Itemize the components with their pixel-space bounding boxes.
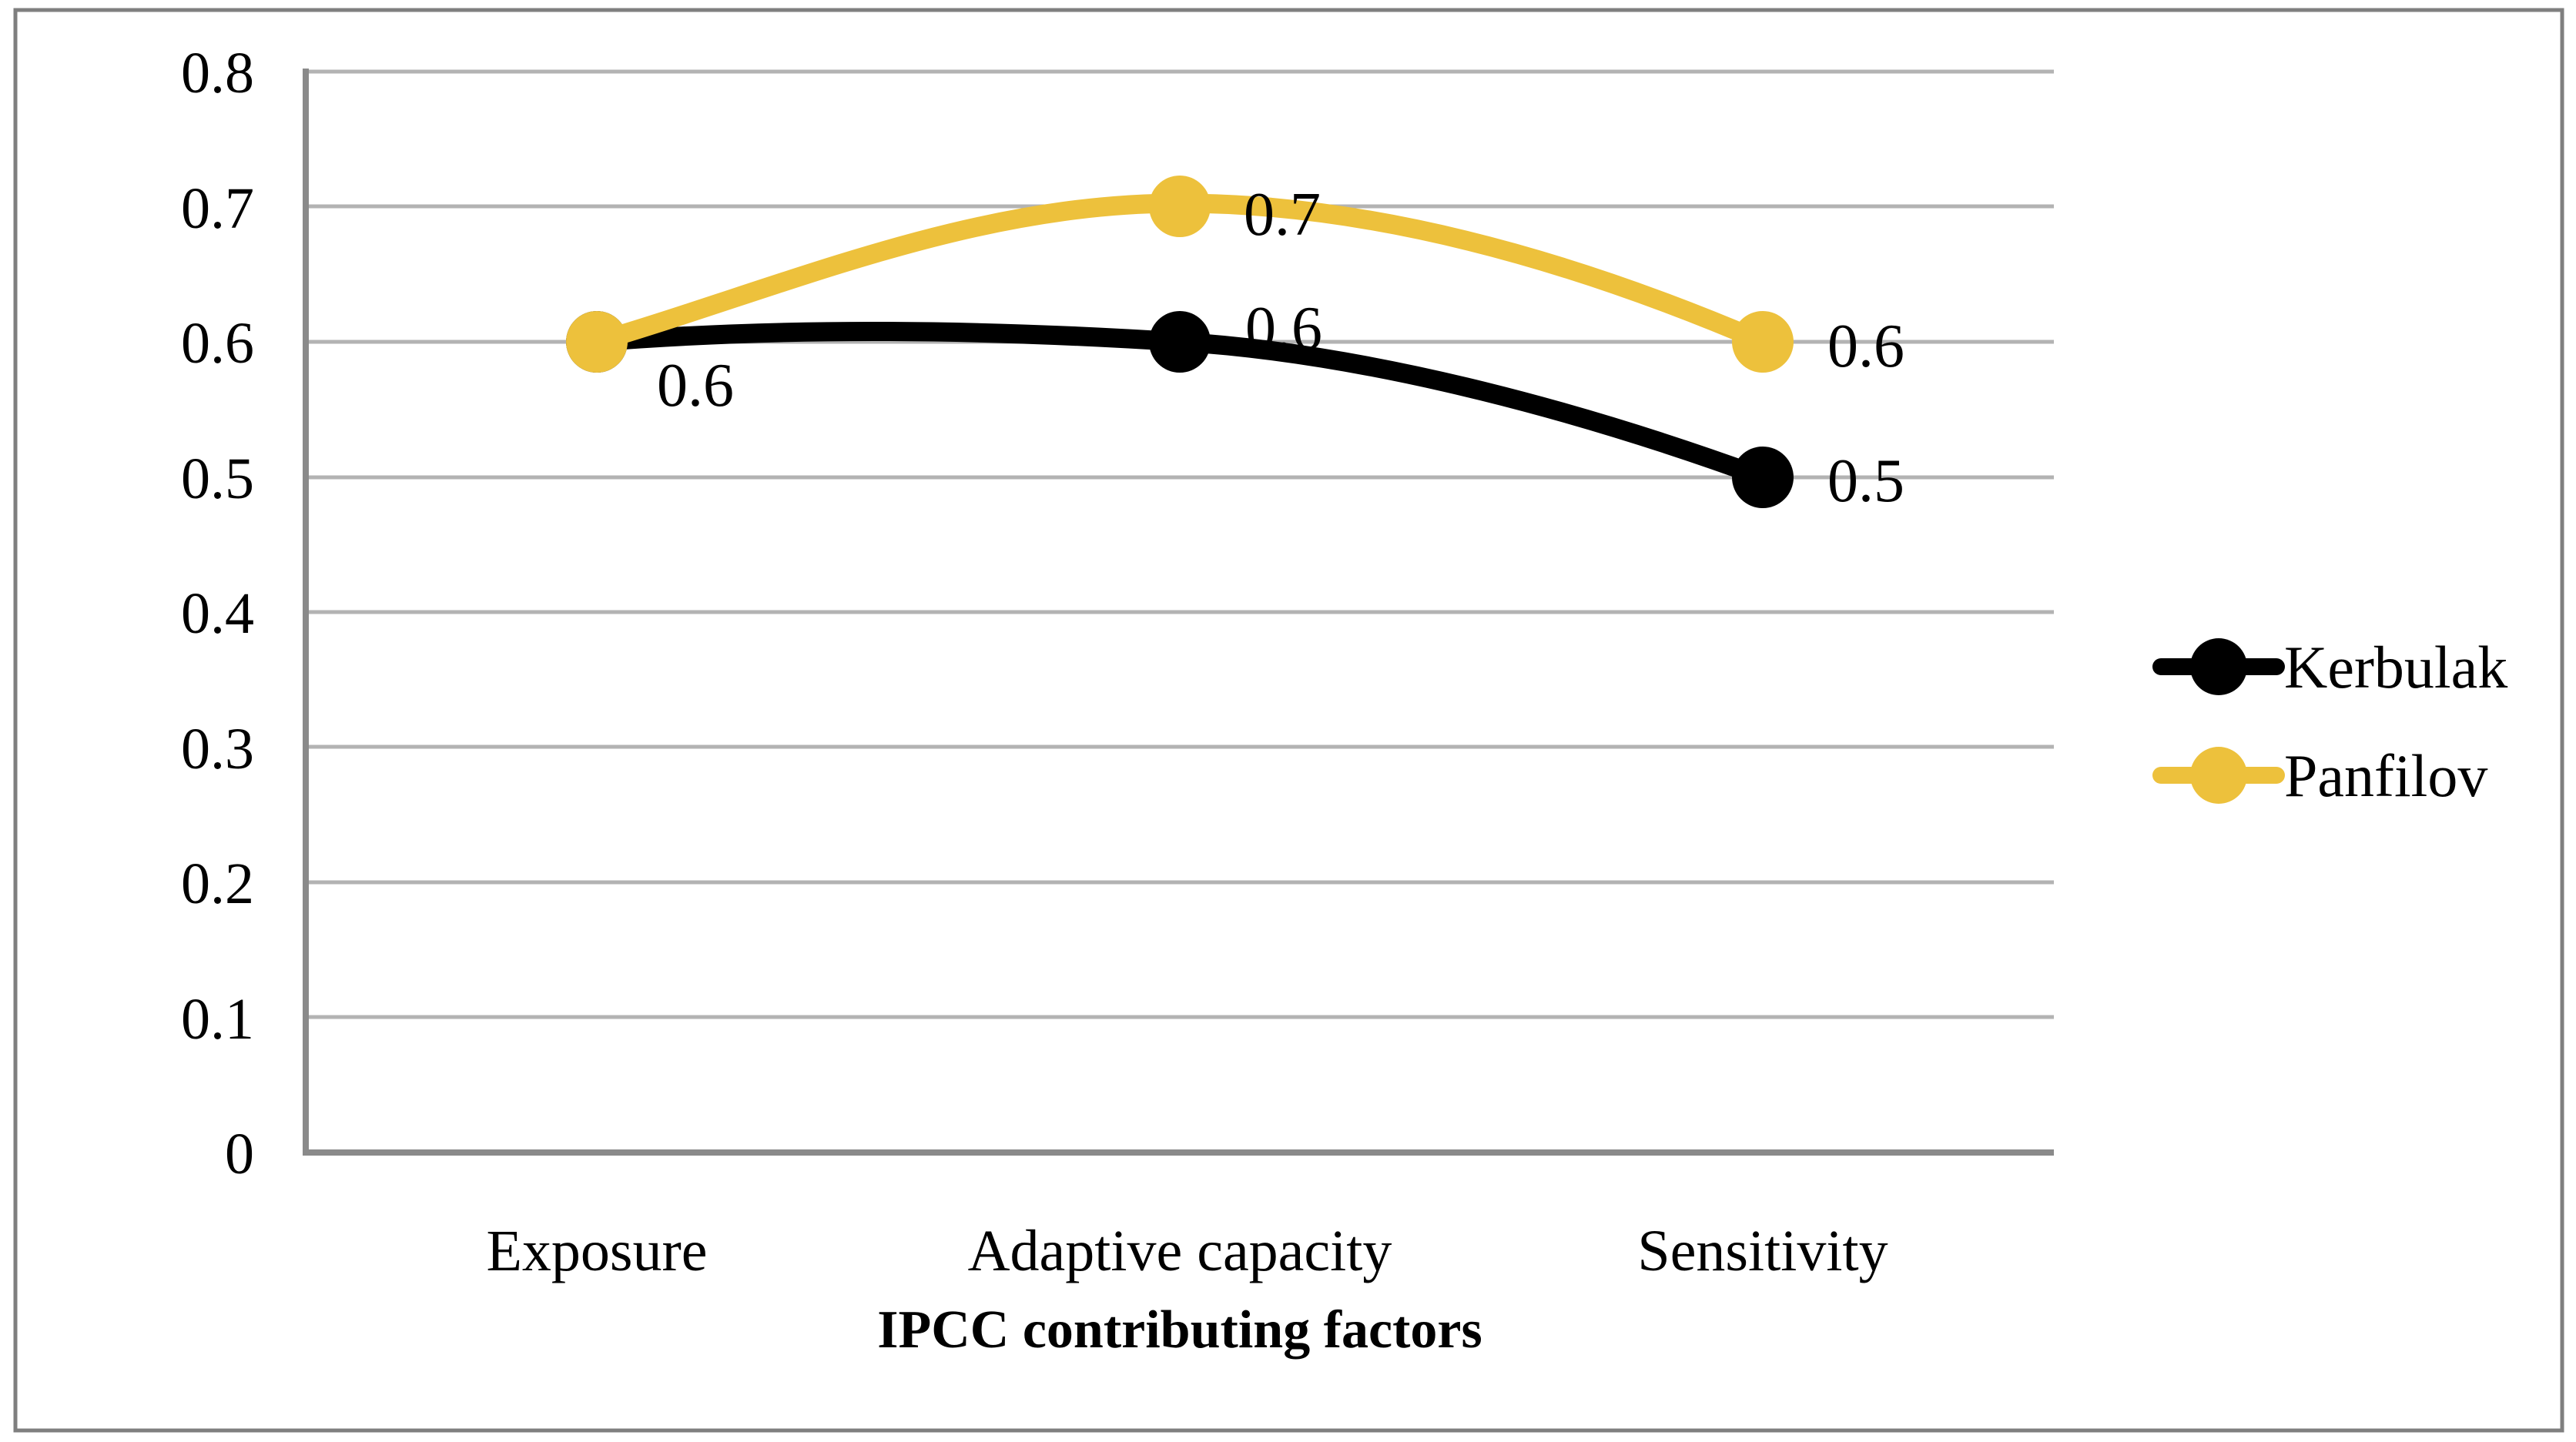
y-tick-label: 0.7 [181,176,254,241]
legend-label-kerbulak: Kerbulak [2284,634,2507,701]
legend-swatch-marker-kerbulak [2190,638,2247,695]
kerbulak-marker-sensitivity [1732,447,1794,508]
legend-swatch-marker-panfilov [2190,747,2247,804]
y-tick-labels: 0.8 0.7 0.6 0.5 0.4 0.3 0.2 0.1 0 [181,41,254,1186]
figure-border [13,8,2564,1433]
y-tick-label: 0.5 [181,447,254,511]
x-category-label-adaptive-capacity: Adaptive capacity [968,1219,1392,1283]
data-label-kerbulak-sensitivity: 0.5 [1827,447,1904,515]
x-category-label-sensitivity: Sensitivity [1637,1219,1888,1283]
panfilov-marker-exposure [566,311,628,373]
legend-item-panfilov: Panfilov [2152,742,2487,809]
x-category-label-exposure: Exposure [486,1219,707,1283]
data-label-kerbulak-adaptive-capacity: 0.6 [1245,295,1322,363]
y-tick-label: 0.4 [181,581,254,646]
data-label-kerbulak-exposure: 0.6 [657,352,734,420]
x-axis-title: IPCC contributing factors [877,1300,1482,1360]
data-label-panfilov-adaptive-capacity: 0.7 [1244,181,1321,249]
y-tick-label: 0.6 [181,311,254,376]
y-tick-label: 0.2 [181,851,254,916]
panfilov-marker-adaptive-capacity [1149,176,1211,237]
data-label-panfilov-sensitivity: 0.6 [1827,313,1904,380]
y-tick-label: 0.1 [181,987,254,1052]
panfilov-marker-sensitivity [1732,311,1794,373]
y-tick-label: 0.8 [181,41,254,105]
x-category-labels: Exposure Adaptive capacity Sensitivity [486,1219,1888,1283]
kerbulak-marker-adaptive-capacity [1149,311,1211,373]
legend-item-kerbulak: Kerbulak [2152,634,2507,701]
y-gridlines [306,69,2054,1019]
y-tick-label: 0 [225,1122,254,1186]
data-labels: 0.6 0.7 0.6 0.6 0.5 [657,181,1904,515]
legend-label-panfilov: Panfilov [2284,742,2487,809]
y-tick-label: 0.3 [181,717,254,781]
legend: Kerbulak Panfilov [2152,634,2507,809]
